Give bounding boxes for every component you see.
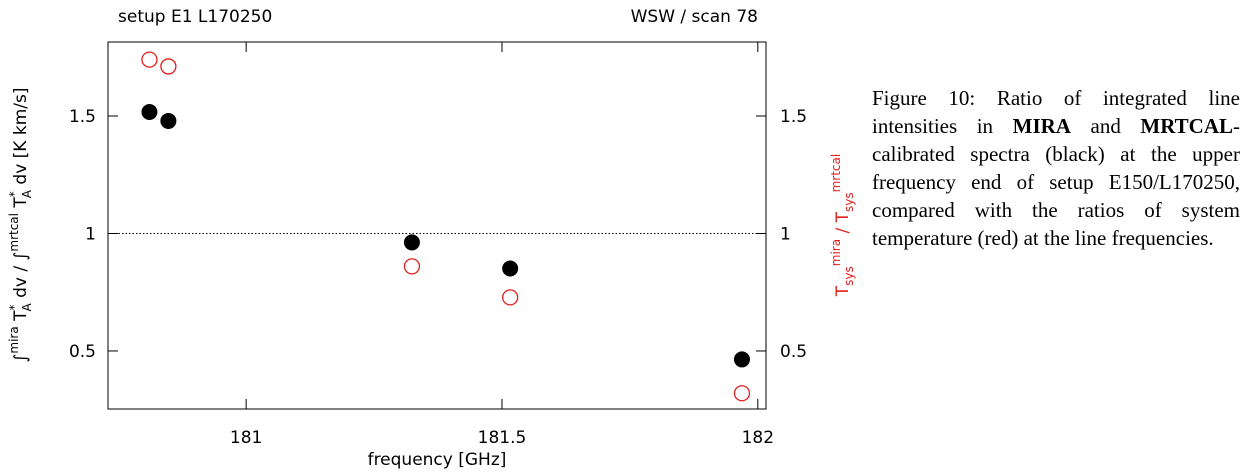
chart: setup E1 L170250 WSW / scan 78 frequency… <box>7 7 856 470</box>
label-part: A <box>20 303 34 312</box>
caption-part: Figure 10: Ratio of integrated line inte… <box>872 86 1240 138</box>
y2-label-parts: Tsysmira / Tsysmrtcal <box>829 154 856 297</box>
y-tick-label: 1.5 <box>69 107 96 127</box>
point <box>141 104 158 121</box>
caption: Figure 10: Ratio of integrated line inte… <box>872 84 1240 252</box>
label-part: ∫ <box>11 354 31 363</box>
x-tick-label: 181 <box>230 428 262 448</box>
top-left-label: setup E1 L170250 <box>118 7 272 27</box>
point <box>160 112 177 129</box>
caption-part: and <box>1070 114 1141 138</box>
y2-tick-label: 1 <box>780 224 791 244</box>
label-part: dv / ∫ <box>11 252 31 304</box>
top-right-label: WSW / scan 78 <box>631 7 758 27</box>
point <box>160 58 177 75</box>
point <box>502 260 519 277</box>
label-part: T <box>11 310 31 326</box>
point <box>502 289 519 306</box>
label-part: mira <box>829 239 843 266</box>
y-tick-label: 1 <box>85 224 96 244</box>
caption-part: -calibrated spectra (black) at the upper… <box>872 114 1240 250</box>
label-part: mrtcal <box>829 154 843 193</box>
y2-tick-label: 1.5 <box>780 107 807 127</box>
x-axis-label: frequency [GHz] <box>368 450 507 470</box>
y-label-parts: ∫mira T*A dv / ∫mrtcal T*A dv [K km/s] <box>7 88 34 363</box>
point <box>403 258 421 275</box>
label-part: T <box>11 197 31 213</box>
point <box>733 385 751 402</box>
x-tick-label: 182 <box>742 428 774 448</box>
label-part: sys <box>842 266 856 286</box>
point <box>403 234 420 251</box>
label-part: * <box>7 305 21 311</box>
label-part: / T <box>833 211 853 239</box>
caption-part: MIRA <box>1012 114 1071 138</box>
y2-tick-label: 0.5 <box>780 342 807 362</box>
x-tick-label: 181.5 <box>478 428 527 448</box>
label-part: mrtcal <box>7 213 21 252</box>
label-part: * <box>7 191 21 197</box>
label-part: dv [K km/s] <box>11 88 31 190</box>
label-part: T <box>833 285 853 297</box>
y-tick-label: 0.5 <box>69 342 96 362</box>
caption-part: MRTCAL <box>1140 114 1233 138</box>
label-part: mira <box>7 326 21 353</box>
label-part: sys <box>842 192 856 212</box>
plot-frame <box>107 41 767 410</box>
point <box>733 351 750 368</box>
point <box>141 51 158 68</box>
label-part: A <box>20 189 34 198</box>
